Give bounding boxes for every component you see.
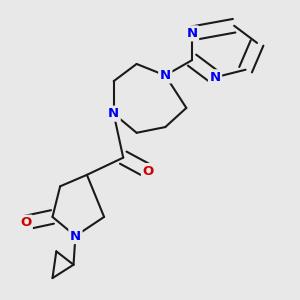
Text: N: N [160, 69, 171, 82]
Text: O: O [142, 164, 154, 178]
Text: N: N [70, 230, 81, 242]
Text: N: N [108, 107, 119, 120]
Text: O: O [20, 216, 31, 229]
Text: N: N [209, 71, 220, 84]
Text: N: N [187, 27, 198, 40]
